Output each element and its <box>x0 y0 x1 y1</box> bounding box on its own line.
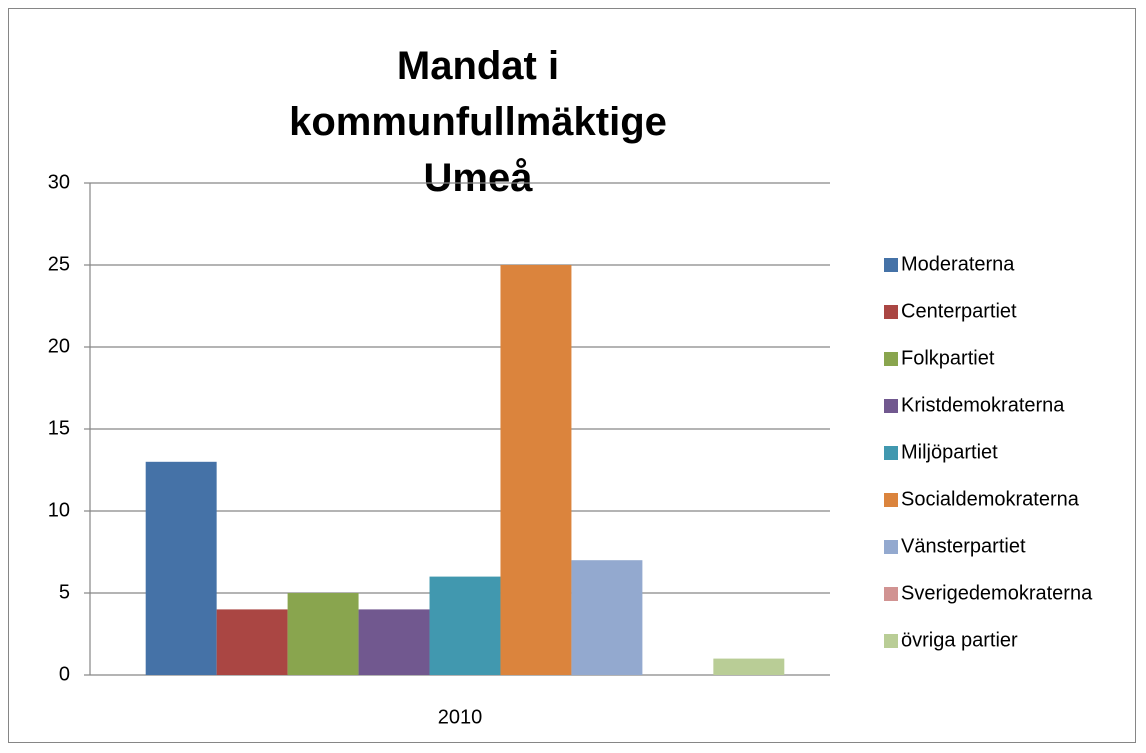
legend-label: Sverigedemokraterna <box>901 582 1093 604</box>
legend-label: Kristdemokraterna <box>901 394 1065 416</box>
y-tick-label: 20 <box>48 335 70 357</box>
y-tick-label: 15 <box>48 417 70 439</box>
bar <box>216 609 288 675</box>
bar <box>287 593 359 675</box>
legend-swatch <box>884 446 898 460</box>
y-tick-label: 0 <box>59 663 70 685</box>
legend-label: Folkpartiet <box>901 347 995 369</box>
legend-swatch <box>884 352 898 366</box>
legend-label: Moderaterna <box>901 253 1015 275</box>
legend-swatch <box>884 634 898 648</box>
legend-swatch <box>884 540 898 554</box>
y-tick-label: 30 <box>48 171 70 193</box>
y-tick-label: 25 <box>48 253 70 275</box>
legend-swatch <box>884 305 898 319</box>
legend-label: Vänsterpartiet <box>901 535 1026 557</box>
legend-swatch <box>884 258 898 272</box>
bar <box>358 609 430 675</box>
bar <box>500 265 572 675</box>
bar <box>145 461 217 675</box>
y-tick-label: 5 <box>59 581 70 603</box>
legend-label: Miljöpartiet <box>901 441 998 463</box>
bar <box>713 658 785 675</box>
legend-label: Socialdemokraterna <box>901 488 1080 510</box>
legend-label: Centerpartiet <box>901 300 1017 322</box>
legend-label: övriga partier <box>901 629 1018 651</box>
bar <box>429 576 501 675</box>
chart-title: Mandat i kommunfullmäktige Umeå <box>289 44 667 200</box>
legend-swatch <box>884 493 898 507</box>
legend-swatch <box>884 587 898 601</box>
y-tick-label: 10 <box>48 499 70 521</box>
chart-frame <box>8 8 1136 743</box>
x-tick-label: 2010 <box>438 706 483 728</box>
bar <box>571 560 643 675</box>
legend-swatch <box>884 399 898 413</box>
